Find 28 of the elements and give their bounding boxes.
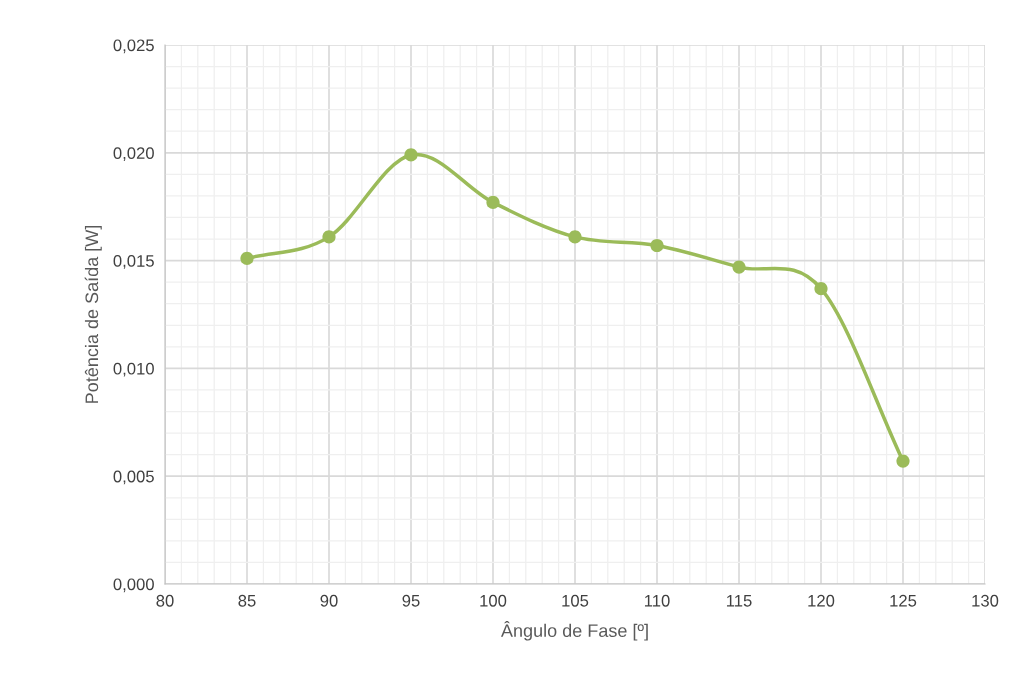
x-tick-label: 100 xyxy=(480,594,507,607)
x-tick-label: 110 xyxy=(644,594,670,607)
y-tick-label: 0,005 xyxy=(113,470,154,485)
point xyxy=(650,238,664,253)
y-tick-label: 0,020 xyxy=(113,147,154,161)
x-axis-title: Ângulo de Fase [º] xyxy=(500,621,648,641)
y-tick-label: 0,010 xyxy=(113,362,154,377)
x-tick-label: 80 xyxy=(156,594,174,607)
x-tick-label: 90 xyxy=(320,594,338,607)
y-tick-label: 0,000 xyxy=(113,578,154,593)
x-tick-label: 130 xyxy=(972,594,999,607)
point xyxy=(240,251,254,266)
x-tick-label: 95 xyxy=(402,594,420,607)
x-tick-label: 115 xyxy=(726,595,752,607)
y-tick-label: 0,015 xyxy=(113,255,154,269)
point xyxy=(322,230,336,244)
point xyxy=(568,230,582,244)
x-tick-label: 120 xyxy=(808,594,835,607)
x-tick-label: 105 xyxy=(562,594,589,607)
y-tick-label: 0,025 xyxy=(113,39,154,54)
point xyxy=(404,148,418,162)
point xyxy=(896,454,910,468)
x-tick-label: 85 xyxy=(238,594,256,607)
x-tick-label: 125 xyxy=(890,594,917,607)
point xyxy=(732,260,746,274)
y-axis-title: Potência de Saída [W] xyxy=(84,225,102,403)
point xyxy=(814,282,828,296)
point xyxy=(486,195,500,209)
